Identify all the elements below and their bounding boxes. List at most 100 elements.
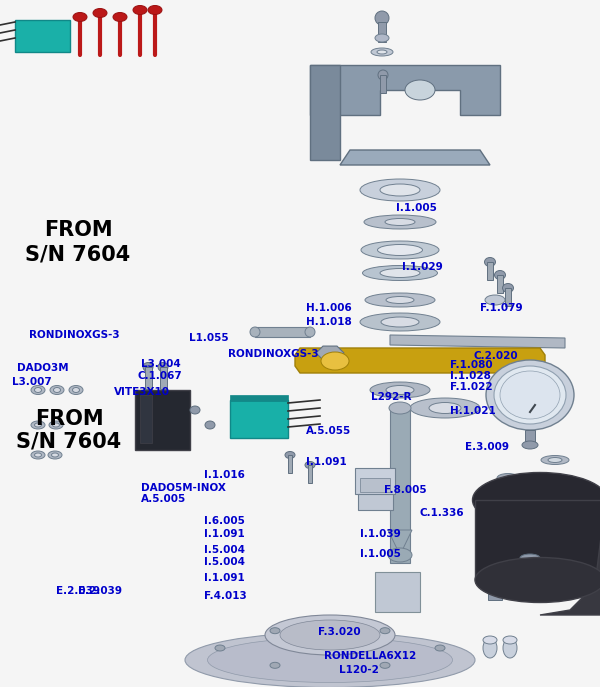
Ellipse shape xyxy=(380,628,390,633)
Text: I.1.091: I.1.091 xyxy=(204,530,245,539)
Text: VITE3X10: VITE3X10 xyxy=(114,387,170,396)
Text: DADO5M-INOX: DADO5M-INOX xyxy=(141,483,226,493)
Text: F.4.013: F.4.013 xyxy=(204,592,247,601)
Ellipse shape xyxy=(541,455,569,464)
Text: I.1.016: I.1.016 xyxy=(204,471,245,480)
Ellipse shape xyxy=(377,245,422,256)
Text: C.1.067: C.1.067 xyxy=(138,372,183,381)
Text: I.6.005: I.6.005 xyxy=(204,516,245,526)
Bar xyxy=(375,572,420,612)
Ellipse shape xyxy=(429,403,461,414)
Polygon shape xyxy=(316,346,344,360)
Ellipse shape xyxy=(385,218,415,225)
Polygon shape xyxy=(310,65,500,115)
Ellipse shape xyxy=(148,5,162,14)
Text: RONDELLA6X12: RONDELLA6X12 xyxy=(324,651,416,661)
Ellipse shape xyxy=(31,421,45,429)
Text: FROM
S/N 7604: FROM S/N 7604 xyxy=(16,409,122,452)
Text: H.1.021: H.1.021 xyxy=(450,406,496,416)
Ellipse shape xyxy=(483,638,497,658)
Ellipse shape xyxy=(69,385,83,394)
Ellipse shape xyxy=(73,387,79,392)
Text: C.1.336: C.1.336 xyxy=(420,508,464,518)
Text: L3.007: L3.007 xyxy=(12,377,52,387)
Ellipse shape xyxy=(53,387,61,392)
Text: L120-2: L120-2 xyxy=(339,665,379,675)
Bar xyxy=(230,400,288,438)
Ellipse shape xyxy=(305,327,315,337)
Ellipse shape xyxy=(386,297,414,304)
Text: A.5.055: A.5.055 xyxy=(306,427,351,436)
Text: I.1.039: I.1.039 xyxy=(360,530,401,539)
Text: E.3.009: E.3.009 xyxy=(465,442,509,451)
Ellipse shape xyxy=(485,295,505,305)
Ellipse shape xyxy=(35,423,41,427)
Bar xyxy=(308,465,312,483)
Bar xyxy=(551,488,559,506)
Ellipse shape xyxy=(270,662,280,668)
Bar xyxy=(160,367,167,389)
Ellipse shape xyxy=(405,80,435,100)
Bar xyxy=(255,327,310,337)
Ellipse shape xyxy=(93,8,107,17)
Text: L292-R: L292-R xyxy=(371,392,412,402)
Ellipse shape xyxy=(386,385,414,394)
Ellipse shape xyxy=(388,548,412,562)
Ellipse shape xyxy=(500,371,560,419)
Bar xyxy=(190,600,480,660)
Ellipse shape xyxy=(215,645,225,651)
Ellipse shape xyxy=(503,638,517,658)
Text: RONDINOXGS-3: RONDINOXGS-3 xyxy=(29,330,119,340)
Ellipse shape xyxy=(365,293,435,307)
Text: F.3.020: F.3.020 xyxy=(318,627,361,637)
Ellipse shape xyxy=(35,387,41,392)
Text: F.1.079: F.1.079 xyxy=(480,303,523,313)
Ellipse shape xyxy=(371,48,393,56)
Ellipse shape xyxy=(522,441,538,449)
Ellipse shape xyxy=(185,633,475,687)
Ellipse shape xyxy=(486,360,574,430)
Bar xyxy=(378,22,386,42)
Bar xyxy=(551,510,558,526)
Bar xyxy=(358,494,393,510)
Ellipse shape xyxy=(549,484,561,493)
Bar xyxy=(355,468,395,494)
Bar xyxy=(488,590,502,600)
Ellipse shape xyxy=(380,184,420,196)
Ellipse shape xyxy=(185,563,475,638)
Bar xyxy=(505,288,511,306)
Ellipse shape xyxy=(133,5,147,14)
Ellipse shape xyxy=(364,215,436,229)
Text: I.5.004: I.5.004 xyxy=(204,545,245,554)
Text: DADO3M: DADO3M xyxy=(17,363,68,372)
Ellipse shape xyxy=(270,628,280,633)
Text: A.5.005: A.5.005 xyxy=(141,495,186,504)
Ellipse shape xyxy=(389,402,411,414)
Text: L1.055: L1.055 xyxy=(189,333,229,343)
Ellipse shape xyxy=(31,451,45,459)
Text: F.8.005: F.8.005 xyxy=(384,485,427,495)
Ellipse shape xyxy=(190,406,200,414)
Bar xyxy=(475,500,600,580)
Ellipse shape xyxy=(494,366,566,424)
Bar xyxy=(525,430,535,445)
Ellipse shape xyxy=(362,265,437,280)
Ellipse shape xyxy=(48,451,62,459)
Bar xyxy=(15,20,70,52)
Ellipse shape xyxy=(52,453,59,457)
Bar xyxy=(145,367,152,389)
Polygon shape xyxy=(540,505,600,615)
Bar xyxy=(135,390,190,450)
Ellipse shape xyxy=(503,284,514,293)
Bar xyxy=(230,395,288,401)
Text: I.1.091: I.1.091 xyxy=(204,574,245,583)
Bar xyxy=(140,395,152,443)
Ellipse shape xyxy=(280,620,380,650)
Bar xyxy=(497,275,503,293)
Ellipse shape xyxy=(73,12,87,21)
Text: I.1.005: I.1.005 xyxy=(396,203,437,213)
Ellipse shape xyxy=(497,473,519,482)
Ellipse shape xyxy=(158,363,168,372)
Ellipse shape xyxy=(494,271,505,280)
Ellipse shape xyxy=(143,363,153,372)
